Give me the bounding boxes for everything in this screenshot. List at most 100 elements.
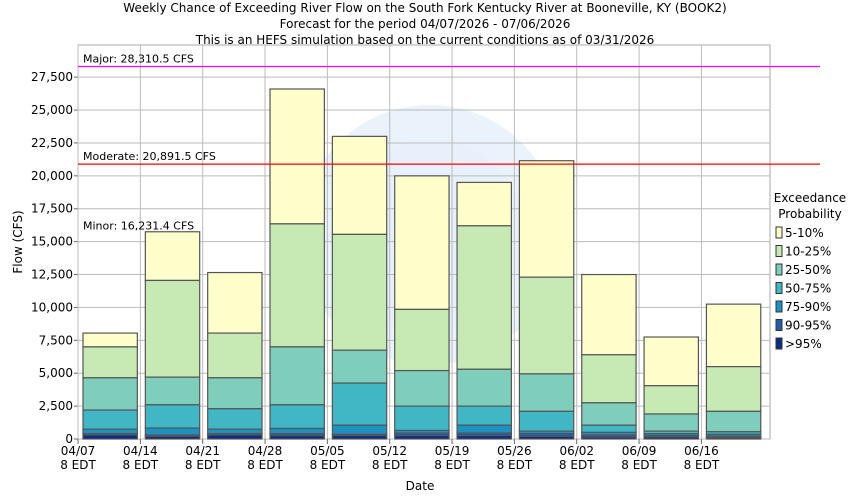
bar-segment-50-75-: [331, 382, 388, 426]
bar-segment-25-50-: [394, 369, 450, 407]
legend-swatch: [775, 263, 783, 276]
x-tick-sublabel: 8 EDT: [310, 458, 346, 472]
bar-segment-50-75-: [207, 408, 263, 430]
legend-label: 25-50%: [785, 263, 831, 277]
bar-segment-25-50-: [269, 346, 325, 406]
bar-segment--95-: [207, 434, 263, 440]
bar-segment-25-50-: [705, 410, 762, 433]
x-tick-label: 05/05: [310, 444, 345, 458]
bar-segment-5-10-: [705, 303, 762, 368]
legend-label: 5-10%: [785, 226, 824, 240]
bar-segment-25-50-: [456, 368, 512, 407]
bar-segment-75-90-: [207, 428, 263, 435]
bar-segment--95-: [331, 435, 388, 440]
bar-segment--95-: [82, 434, 138, 440]
bar-segment-75-90-: [269, 427, 325, 435]
bar-segment-10-25-: [705, 366, 762, 412]
bar-segment-25-50-: [144, 376, 201, 406]
chart-title-line: Weekly Chance of Exceeding River Flow on…: [123, 1, 726, 15]
x-tick-label: 05/12: [372, 444, 407, 458]
legend-label: 75-90%: [785, 300, 831, 314]
x-tick-label: 06/09: [622, 444, 657, 458]
legend-label: 90-95%: [785, 319, 831, 333]
bar-segment--95-: [518, 435, 575, 440]
x-tick-sublabel: 8 EDT: [559, 458, 595, 472]
bar-segment-50-75-: [269, 404, 325, 430]
bar-segment--95-: [643, 436, 700, 440]
legend-label: 10-25%: [785, 245, 831, 259]
x-tick-label: 06/16: [684, 444, 719, 458]
bar-segment--95-: [581, 436, 637, 440]
bar-segment-10-25-: [331, 233, 388, 351]
x-tick-label: 05/26: [497, 444, 532, 458]
x-tick-sublabel: 8 EDT: [247, 458, 283, 472]
legend-swatch: [775, 300, 783, 313]
x-tick-sublabel: 8 EDT: [684, 458, 720, 472]
bar-segment--95-: [456, 435, 512, 440]
legend-title: Exceedance: [774, 191, 846, 205]
y-tick-label: 7,500: [39, 333, 73, 347]
bar-segment-5-10-: [207, 271, 263, 334]
bar-segment-5-10-: [144, 231, 201, 282]
bar-segment-5-10-: [456, 181, 512, 227]
bar-segment-10-25-: [643, 385, 700, 415]
y-tick-label: 2,500: [39, 399, 73, 413]
bar-segment-50-75-: [581, 424, 637, 434]
y-tick-label: 17,500: [31, 202, 73, 216]
bar-segment-25-50-: [82, 377, 138, 411]
bar-segment-25-50-: [331, 349, 388, 384]
legend-label: 50-75%: [785, 282, 831, 296]
bar-segment--95-: [269, 435, 325, 440]
y-tick-label: 10,000: [31, 300, 73, 314]
legend-swatch: [775, 319, 783, 331]
bar-segment-5-10-: [331, 135, 388, 235]
x-tick-sublabel: 8 EDT: [497, 458, 533, 472]
x-tick-sublabel: 8 EDT: [123, 458, 159, 472]
bar-segment-10-25-: [456, 225, 512, 370]
bar-segment-50-75-: [518, 410, 575, 432]
x-tick-sublabel: 8 EDT: [372, 458, 408, 472]
legend-swatch: [775, 226, 783, 239]
chart-title-line: This is an HEFS simulation based on the …: [195, 33, 655, 47]
bar-segment--95-: [394, 435, 450, 440]
x-axis-label: Date: [406, 479, 435, 493]
x-tick-label: 06/02: [559, 444, 594, 458]
y-tick-label: 25,000: [31, 103, 73, 117]
bar-segment-10-25-: [518, 276, 575, 375]
bar-segment--95-: [144, 435, 201, 440]
bar-segment-75-90-: [456, 424, 512, 434]
bar-segment--95-: [705, 437, 762, 440]
bar-segment-50-75-: [82, 409, 138, 430]
bar-segment-5-10-: [82, 332, 138, 348]
bar-segment-25-50-: [518, 373, 575, 412]
chart-title-line: Forecast for the period 04/07/2026 - 07/…: [280, 17, 571, 31]
legend-label: >95%: [785, 337, 822, 351]
y-tick-label: 20,000: [31, 169, 73, 183]
bar-segment-5-10-: [269, 88, 325, 225]
bar-segment-5-10-: [518, 160, 575, 278]
x-tick-sublabel: 8 EDT: [434, 458, 470, 472]
bar-segment-25-50-: [581, 402, 637, 426]
y-tick-label: 15,000: [31, 235, 73, 249]
bar-segment-10-25-: [581, 354, 637, 404]
legend-swatch: [775, 282, 783, 294]
bar-segment-10-25-: [144, 279, 201, 378]
x-tick-label: 04/07: [61, 444, 96, 458]
x-tick-label: 04/21: [185, 444, 220, 458]
x-tick-sublabel: 8 EDT: [60, 458, 96, 472]
x-tick-sublabel: 8 EDT: [621, 458, 657, 472]
bar-segment-75-90-: [82, 428, 138, 435]
y-axis-label: Flow (CFS): [11, 210, 25, 273]
y-tick-label: 27,500: [31, 70, 73, 84]
bar-segment-25-50-: [207, 377, 263, 410]
y-tick-label: 5,000: [39, 366, 73, 380]
threshold-label: Minor: 16,231.4 CFS: [83, 219, 194, 232]
threshold-label: Major: 28,310.5 CFS: [83, 52, 194, 65]
bar-segment-5-10-: [394, 175, 450, 310]
bar-segment-5-10-: [643, 336, 700, 387]
legend-swatch: [775, 245, 783, 257]
bar-segment-50-75-: [456, 405, 512, 426]
legend-title: Probability: [778, 207, 841, 221]
bar-segment-5-10-: [581, 273, 637, 356]
